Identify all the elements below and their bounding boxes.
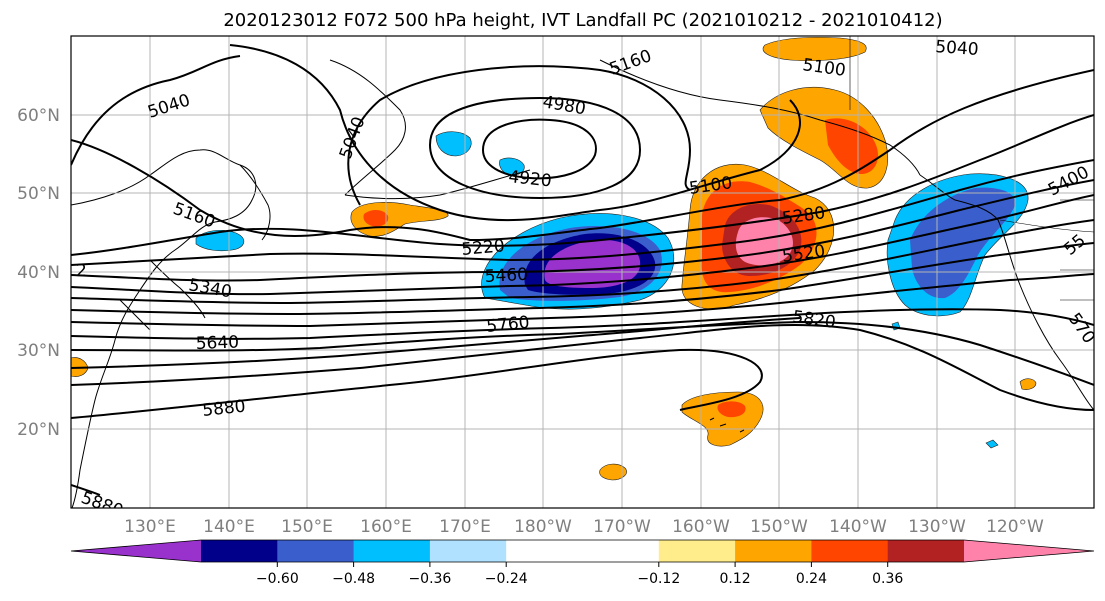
colorbar-tick-label: 0.24 <box>796 571 827 587</box>
hawaii-islands <box>709 417 745 433</box>
contour-5460 <box>71 219 1094 305</box>
contour-5520 <box>71 242 1094 316</box>
contour-label: 5880 <box>201 397 246 421</box>
colorbar-segment <box>277 540 355 562</box>
colorbar-outline <box>70 539 1095 563</box>
colorbar-tick-label: 0.12 <box>720 571 751 587</box>
negative-anomaly-core <box>544 239 641 288</box>
contour-5880 <box>71 348 763 419</box>
small-positive-east <box>1019 378 1037 390</box>
colorbar-tick-label: −0.24 <box>485 571 528 587</box>
colorbar-extension-high <box>964 540 1094 562</box>
contour-label: 5460 <box>484 265 528 287</box>
lon-label: 170°E <box>439 517 491 537</box>
contour-5580 <box>71 273 1094 328</box>
aleutian-positive-inner <box>363 210 389 227</box>
colorbar-tick-label: 0.36 <box>872 571 903 587</box>
aleutian-chain <box>344 169 531 200</box>
map-panel: 5040 5160 5100 5040 5040 4980 4920 5100 … <box>70 35 1095 509</box>
colorbar-segment <box>735 540 812 562</box>
contour-label: 5220 <box>461 236 506 260</box>
tiny-negative-east <box>985 439 999 449</box>
contour-5160 <box>71 69 1094 242</box>
colorbar-tick-label: −0.60 <box>256 571 299 587</box>
colorbar-segment <box>658 540 736 562</box>
contour-5280 <box>71 159 1094 266</box>
lon-label: 160°W <box>672 517 730 537</box>
lon-label: 170°W <box>593 517 651 537</box>
longitude-labels: 130°E 140°E 150°E 160°E 170°E 180°W 170°… <box>124 517 1044 537</box>
lat-label: 30°N <box>17 341 60 361</box>
lon-label: 180°W <box>514 517 572 537</box>
contour-5880-sw <box>71 484 101 496</box>
gridlines <box>71 36 1094 508</box>
colorbar-segments <box>70 539 1095 563</box>
colorbar-segment <box>429 540 507 562</box>
lon-label: 120°W <box>986 517 1044 537</box>
bering-negative <box>435 131 472 157</box>
kamchatka-negative <box>195 229 245 252</box>
contour-5640 <box>71 308 1094 340</box>
lat-label: 50°N <box>17 184 60 204</box>
contour-label: 5760 <box>485 313 530 337</box>
colorbar-segment <box>353 540 431 562</box>
contour-4920 <box>481 118 597 180</box>
contour-label: 4920 <box>507 167 552 191</box>
lon-label: 130°E <box>124 517 176 537</box>
lon-label: 150°W <box>750 517 808 537</box>
contour-5700 <box>71 320 1094 386</box>
north-positive <box>762 36 867 62</box>
japan <box>119 259 206 331</box>
lat-label: 60°N <box>17 106 60 126</box>
colorbar-ticks: −0.60 −0.48 −0.36 −0.24 −0.12 0.12 0.24 0.36 <box>256 562 903 587</box>
contour-5340 <box>71 179 1094 282</box>
hawaii-positive-inner <box>717 401 746 418</box>
colorbar-segment <box>201 540 278 562</box>
colorbar-segment <box>506 540 583 562</box>
small-positive-south <box>599 463 627 481</box>
colorbar-tick-label: −0.48 <box>332 571 375 587</box>
kamchatka-coast <box>239 164 271 241</box>
map-title: 2020123012 F072 500 hPa height, IVT Land… <box>223 10 942 31</box>
colorbar-segment <box>811 540 889 562</box>
contour-5820 <box>71 323 1094 411</box>
contour-4980 <box>428 96 642 200</box>
na-westcoast <box>919 174 1094 411</box>
contour-label: 2 <box>76 261 87 281</box>
colorbar-segment <box>887 540 965 562</box>
colorbar: −0.60 −0.48 −0.36 −0.24 −0.12 0.12 0.24 0.36 <box>70 539 1095 587</box>
contour-5400 <box>71 194 1094 296</box>
colorbar-tick-label: −0.12 <box>637 571 680 587</box>
contour-5220 <box>71 114 1094 256</box>
lon-label: 160°E <box>360 517 412 537</box>
height-contours <box>71 44 1094 496</box>
lat-label: 20°N <box>17 420 60 440</box>
contour-5760 <box>71 317 801 369</box>
contour-label: 5640 <box>195 332 239 353</box>
lon-label: 150°E <box>281 517 333 537</box>
lon-label: 130°W <box>908 517 966 537</box>
colorbar-tick-label: −0.36 <box>408 571 451 587</box>
map-frame <box>70 35 1095 509</box>
lat-label: 40°N <box>17 263 60 283</box>
colorbar-extension-low <box>71 540 201 562</box>
latitude-labels: 60°N 50°N 40°N 30°N 20°N <box>17 106 60 440</box>
colorbar-segment <box>582 540 660 562</box>
asia-coastline <box>71 149 257 508</box>
contour-5040-center <box>347 65 692 206</box>
contour-label: 5040 <box>935 37 980 60</box>
contour-5100 <box>229 44 801 222</box>
lon-label: 140°W <box>829 517 887 537</box>
alaska-positive-inner <box>825 118 879 175</box>
contour-5040-west <box>71 55 241 166</box>
lon-label: 140°E <box>203 517 255 537</box>
